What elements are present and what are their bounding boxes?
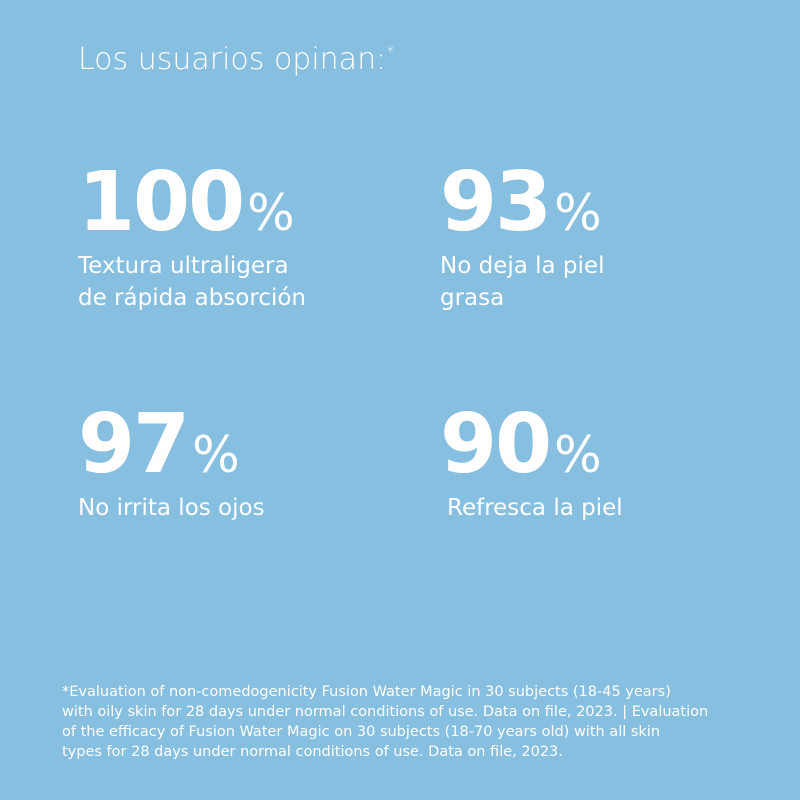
stat-label-line: de rápida absorción [78, 285, 306, 311]
footnote-line: *Evaluation of non-comedogenicity Fusion… [62, 684, 671, 700]
stat-unit: % [554, 426, 602, 484]
stat-label-line: No deja la piel [440, 253, 605, 279]
stat-label: No irrita los ojos [78, 492, 265, 524]
stat-figure: 100% [78, 162, 306, 244]
stat-value: 97 [78, 397, 190, 492]
title-text: Los usuarios opinan: [78, 42, 387, 77]
stat-value: 100 [78, 155, 245, 250]
stat-unit: % [554, 184, 602, 242]
stat-unit: % [247, 184, 295, 242]
stat: 90% Refresca la piel [440, 404, 623, 524]
stat-value: 90 [440, 397, 552, 492]
footnote: *Evaluation of non-comedogenicity Fusion… [62, 682, 708, 762]
stat-label: Textura ultraligera de rápida absorción [78, 250, 306, 314]
stat-unit: % [192, 426, 240, 484]
stat-label: Refresca la piel [447, 492, 623, 524]
stat-label-line: Textura ultraligera [78, 253, 289, 279]
stat-figure: 97% [78, 404, 265, 486]
title-mark: * [386, 42, 395, 61]
stat-figure: 93% [440, 162, 604, 244]
stat-value: 93 [440, 155, 552, 250]
stat: 100% Textura ultraligera de rápida absorci… [78, 162, 306, 314]
stat-label-line: No irrita los ojos [78, 495, 265, 521]
stat: 97% No irrita los ojos [78, 404, 265, 524]
stat-label-line: grasa [440, 285, 505, 311]
stat: 93% No deja la piel grasa [440, 162, 604, 314]
stat-figure: 90% [440, 404, 623, 486]
footnote-line: with oily skin for 28 days under normal … [62, 704, 709, 720]
footnote-line: of the efficacy of Fusion Water Magic on… [62, 724, 661, 740]
footnote-line: types for 28 days under normal condition… [62, 744, 563, 760]
title: Los usuarios opinan:* [78, 42, 394, 77]
stat-label: No deja la piel grasa [440, 250, 604, 314]
stat-label-line: Refresca la piel [447, 495, 623, 521]
